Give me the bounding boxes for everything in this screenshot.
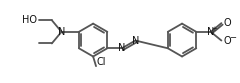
Text: N: N — [132, 36, 139, 46]
Text: O: O — [223, 18, 231, 28]
Text: O: O — [223, 36, 231, 46]
Text: N: N — [118, 43, 126, 53]
Text: HO: HO — [22, 15, 37, 25]
Text: N: N — [207, 27, 215, 37]
Text: +: + — [212, 26, 218, 32]
Text: N: N — [58, 27, 65, 37]
Text: −: − — [229, 33, 236, 42]
Text: Cl: Cl — [97, 57, 107, 67]
